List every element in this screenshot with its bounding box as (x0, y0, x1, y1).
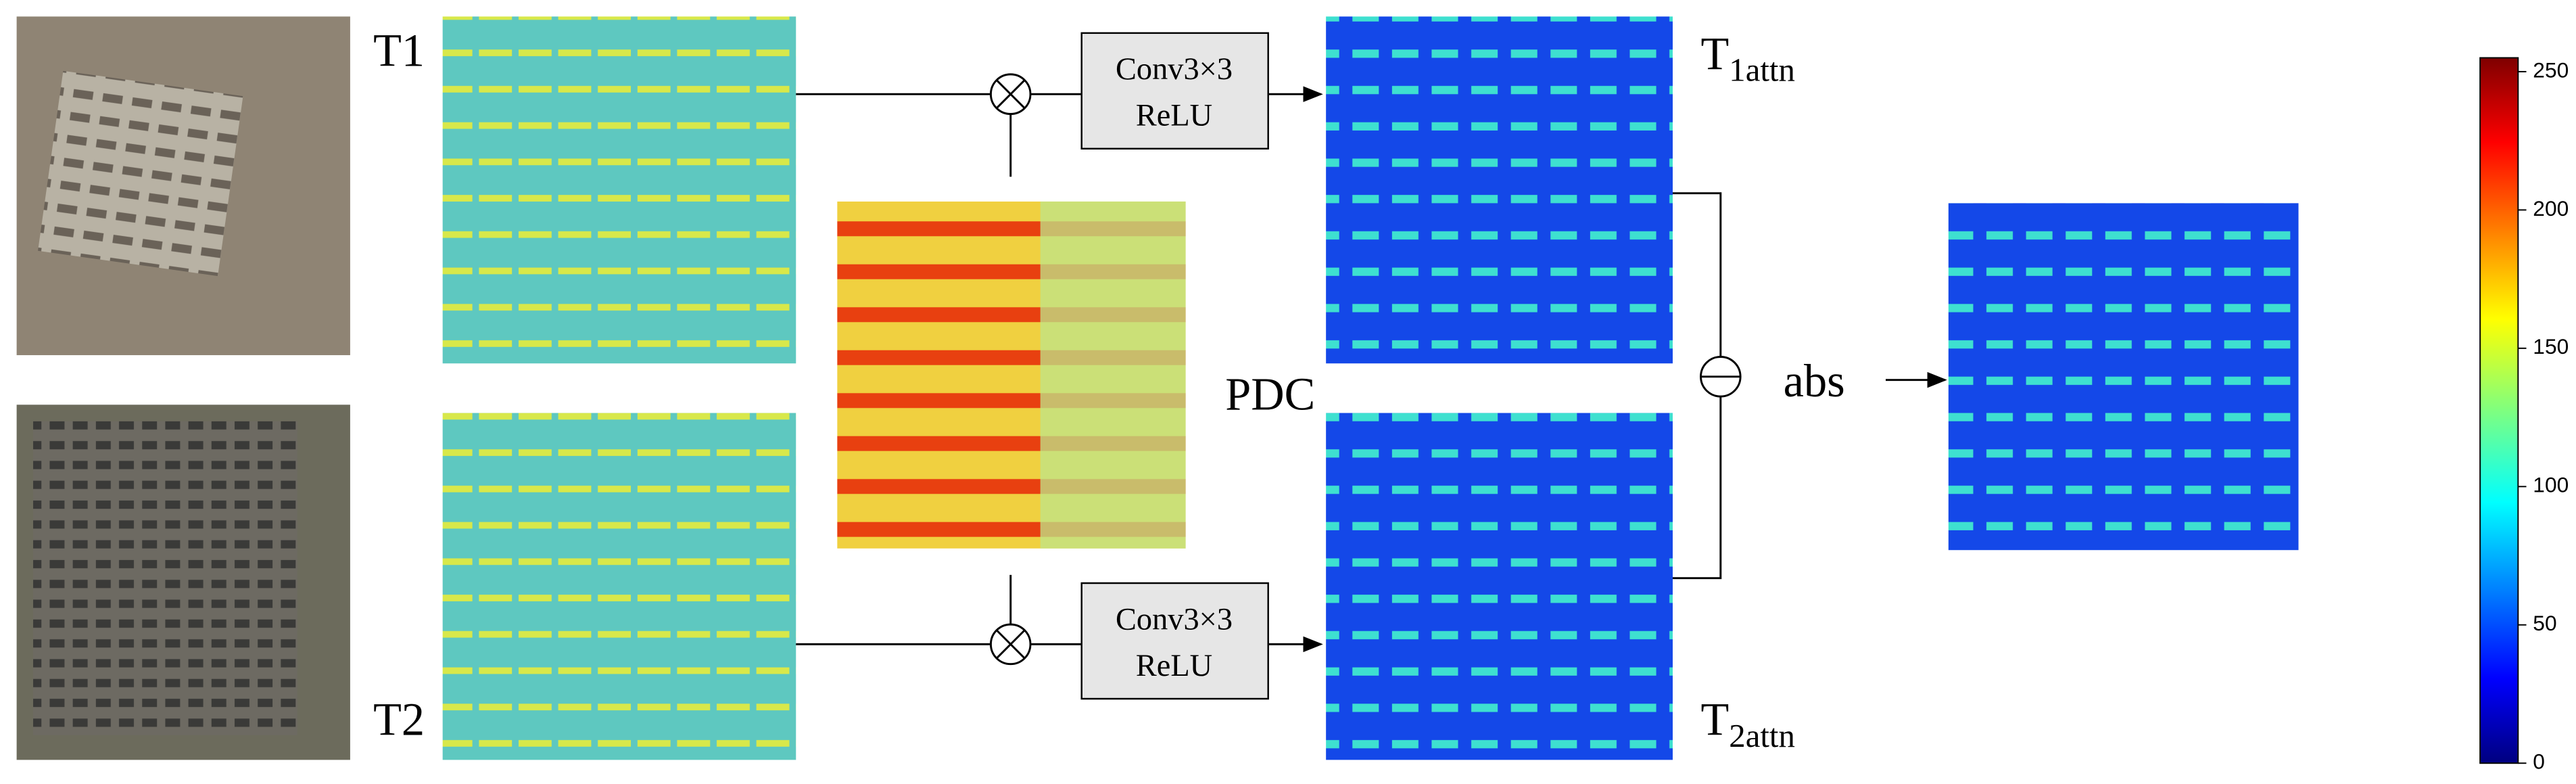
label-t1: T1 (373, 25, 425, 76)
conv-block (1080, 32, 1269, 150)
label-base: T (1701, 694, 1730, 745)
colorbar-tick-label: 200 (2533, 196, 2569, 221)
colorbar-tick-label: 250 (2533, 57, 2569, 82)
connector (1672, 192, 1722, 580)
label-t2: T2 (373, 694, 425, 745)
attn-map-t1 (1326, 16, 1673, 364)
block-text: ReLU (1136, 99, 1212, 133)
multiply-sign (995, 629, 1026, 660)
satellite-t1-houses (38, 70, 243, 277)
colorbar-tick-label: 50 (2533, 611, 2556, 635)
difference-map (1948, 203, 2299, 551)
block-text: Conv3×3 (1116, 52, 1233, 87)
block-text: ReLU (1136, 649, 1212, 683)
colorbar-tick-label: 100 (2533, 473, 2569, 497)
block-text: Conv3×3 (1116, 602, 1233, 637)
attn-map-t2 (1326, 413, 1673, 760)
label-t1attn: T1attn (1701, 28, 1795, 89)
label-sub: 2attn (1729, 717, 1795, 754)
label-sub: 1attn (1729, 51, 1795, 89)
feature-map-t2 (442, 413, 796, 760)
satellite-t2-houses (33, 421, 297, 735)
pdc-map-field (1040, 201, 1186, 549)
multiply-sign (995, 79, 1026, 109)
label-t2attn: T2attn (1701, 694, 1795, 754)
feature-map-t1 (442, 16, 796, 364)
label-abs: abs (1784, 355, 1845, 407)
colorbar-tick-label: 0 (2533, 750, 2545, 774)
label-pdc: PDC (1225, 369, 1315, 420)
colorbar-tick-label: 150 (2533, 334, 2569, 359)
conv-block (1080, 582, 1269, 700)
label-base: T (1701, 28, 1730, 80)
colorbar (2479, 57, 2519, 764)
